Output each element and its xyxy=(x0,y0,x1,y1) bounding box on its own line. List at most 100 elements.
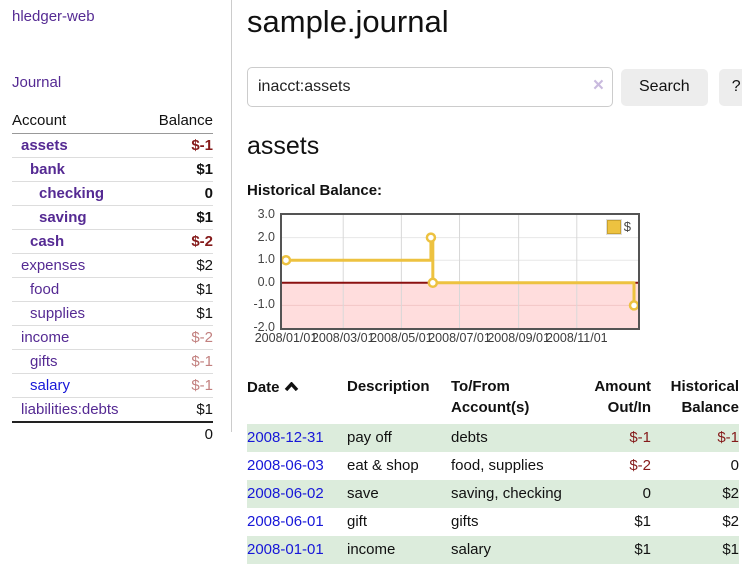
x-axis-tick-label: 2008/01/01 xyxy=(254,331,318,345)
register-header-balance: Historical Balance xyxy=(670,378,739,416)
register-balance: $2 xyxy=(722,513,739,530)
account-balance: $-2 xyxy=(145,229,213,254)
x-axis-tick-label: 2008/05/01 xyxy=(370,331,433,345)
account-row: cash $-2 xyxy=(12,229,213,254)
register-balance: $-1 xyxy=(651,424,739,452)
register-description: pay off xyxy=(347,424,451,452)
y-axis-tick-label: 0.0 xyxy=(257,274,275,289)
register-header-accounts: To/From Account(s) xyxy=(451,378,530,416)
register-row: 2008-12-31 pay off debts $-1 $-1 xyxy=(247,424,739,452)
account-link[interactable]: liabilities:debts xyxy=(21,401,119,418)
page-title: sample.journal xyxy=(247,4,449,39)
help-button[interactable]: ? xyxy=(718,68,742,106)
account-row: gifts $-1 xyxy=(12,349,213,374)
legend-swatch-icon xyxy=(605,218,622,235)
register-amount: 0 xyxy=(565,480,651,508)
account-link[interactable]: income xyxy=(21,329,70,346)
account-link[interactable]: checking xyxy=(39,185,105,202)
account-row: assets $-1 xyxy=(12,134,213,158)
x-axis-tick-label: 2008/07/01 xyxy=(428,331,491,345)
clear-search-icon[interactable]: × xyxy=(592,75,604,96)
register-header-description: Description xyxy=(347,378,430,395)
register-amount: $1 xyxy=(634,513,651,530)
transaction-date-link[interactable]: 2008-06-01 xyxy=(247,513,324,530)
register-row: 2008-06-02 save saving, checking 0 $2 xyxy=(247,480,739,508)
account-balance: $1 xyxy=(145,301,213,326)
account-link[interactable]: expenses xyxy=(21,257,86,274)
account-balance: $-1 xyxy=(191,137,213,154)
accounts-total-row: 0 xyxy=(12,421,213,446)
register-row: 2008-01-01 income salary $1 $1 xyxy=(247,536,739,564)
register-description: save xyxy=(347,480,451,508)
register-accounts: salary xyxy=(451,536,565,564)
account-row: salary $-1 xyxy=(12,373,213,398)
y-axis-tick-label: -2.0 xyxy=(253,320,275,334)
account-balance: $-2 xyxy=(145,325,213,350)
account-row: checking 0 xyxy=(12,181,213,206)
account-row: supplies $1 xyxy=(12,301,213,326)
account-balance: $2 xyxy=(145,253,213,278)
register-balance: 0 xyxy=(730,457,739,474)
y-axis-tick-label: 2.0 xyxy=(257,229,275,244)
accounts-total: 0 xyxy=(145,421,213,446)
transaction-date-link[interactable]: 2008-06-02 xyxy=(247,485,324,502)
register-description: eat & shop xyxy=(347,457,419,474)
x-axis-tick-label: 2008/09/01 xyxy=(487,331,550,345)
account-link[interactable]: cash xyxy=(30,233,65,250)
account-row: expenses $2 xyxy=(12,253,213,278)
x-axis-tick-label: 2008/11/01 xyxy=(545,331,608,345)
account-balance: $1 xyxy=(145,157,213,182)
account-link[interactable]: supplies xyxy=(30,305,86,322)
account-link[interactable]: bank xyxy=(30,161,66,178)
legend-label: $ xyxy=(623,219,631,234)
account-heading: assets xyxy=(247,132,320,160)
register-accounts: gifts xyxy=(451,513,479,530)
register-row: 2008-06-01 gift gifts $1 $2 xyxy=(247,508,739,536)
search-button[interactable]: Search xyxy=(621,68,708,106)
register-header-date[interactable]: Date xyxy=(247,374,347,424)
account-link[interactable]: gifts xyxy=(30,353,58,370)
account-link[interactable]: saving xyxy=(39,209,87,226)
register-date: 2008-06-02 xyxy=(247,480,347,508)
main-content: sample.journal × Search ? assets Histori… xyxy=(232,0,742,582)
transaction-date-link[interactable]: 2008-12-31 xyxy=(247,429,324,446)
register-description: income xyxy=(347,536,451,564)
chart-plot-area: $ xyxy=(280,213,640,330)
account-row: bank $1 xyxy=(12,157,213,182)
register-accounts: saving, checking xyxy=(451,480,565,508)
y-axis-tick-label: 3.0 xyxy=(257,207,275,221)
chart-legend: $ xyxy=(604,218,633,235)
sort-ascending-icon xyxy=(284,376,299,397)
sidebar-item-journal[interactable]: Journal xyxy=(12,74,62,91)
y-axis-tick-label: 1.0 xyxy=(257,252,275,267)
x-axis-tick-label: 2008/03/01 xyxy=(311,331,375,345)
historical-balance-chart: $ 3.0 2.0 1.0 0.0 -1.0 -2.0 2008/01/01 2008/03/… xyxy=(247,207,647,348)
register-balance: $1 xyxy=(651,536,739,564)
register-date: 2008-01-01 xyxy=(247,536,347,564)
accounts-header-account: Account xyxy=(12,110,146,134)
account-balance: $-1 xyxy=(145,349,213,374)
account-link[interactable]: salary xyxy=(30,377,71,394)
search-input[interactable] xyxy=(247,67,613,107)
y-axis-tick-label: -1.0 xyxy=(253,297,275,312)
register-balance: $2 xyxy=(651,480,739,508)
register-amount: $-2 xyxy=(629,457,651,474)
account-balance: 0 xyxy=(145,181,213,206)
account-balance: $1 xyxy=(145,277,213,302)
account-row: income $-2 xyxy=(12,325,213,350)
register-header-amount: Amount Out/In xyxy=(594,378,651,416)
app-title-link[interactable]: hledger-web xyxy=(12,8,95,25)
transaction-date-link[interactable]: 2008-01-01 xyxy=(247,541,324,558)
accounts-table-body: assets $-1 bank $1 checking 0 saving $1 cash $-2 e… xyxy=(12,134,213,446)
account-link[interactable]: assets xyxy=(21,137,68,154)
account-balance: $1 xyxy=(145,397,213,422)
chart-title: Historical Balance: xyxy=(247,182,383,199)
account-row: liabilities:debts $1 xyxy=(12,397,213,422)
account-link[interactable]: food xyxy=(30,281,60,298)
app-title: hledger-web xyxy=(12,8,213,25)
register-row: 2008-06-03 eat & shop food, supplies $-2 0 xyxy=(247,452,739,480)
transaction-date-link[interactable]: 2008-06-03 xyxy=(247,457,324,474)
account-balance: $-1 xyxy=(145,373,213,398)
sidebar: hledger-web Journal Account Balance asse… xyxy=(0,0,232,446)
register-accounts: debts xyxy=(451,424,565,452)
